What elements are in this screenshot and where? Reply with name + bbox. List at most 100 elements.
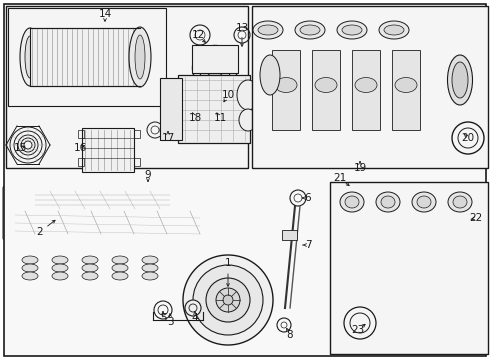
Bar [8,8,166,106]
Ellipse shape [452,62,468,98]
Ellipse shape [52,272,68,280]
FancyBboxPatch shape [3,186,22,240]
Ellipse shape [342,25,362,35]
FancyBboxPatch shape [328,214,488,317]
FancyBboxPatch shape [253,35,458,150]
Bar [78,158,84,166]
Ellipse shape [142,264,158,272]
Text: 11: 11 [213,113,227,123]
Bar [282,230,297,240]
Ellipse shape [112,264,128,272]
Polygon shape [30,165,205,190]
Text: 17: 17 [161,133,174,143]
Ellipse shape [135,35,145,79]
Ellipse shape [258,25,278,35]
Ellipse shape [253,21,283,39]
Ellipse shape [345,196,359,208]
Bar [272,50,300,130]
Text: 22: 22 [469,213,483,223]
Ellipse shape [417,196,431,208]
Circle shape [223,295,233,305]
Bar [352,50,380,130]
Polygon shape [10,210,215,235]
Bar [312,50,340,130]
Ellipse shape [22,256,38,264]
Ellipse shape [20,28,40,86]
Bar [134,158,140,166]
Polygon shape [5,255,185,285]
Ellipse shape [260,55,280,95]
Bar [178,75,250,143]
Ellipse shape [193,45,238,90]
Ellipse shape [206,59,224,77]
FancyBboxPatch shape [445,266,479,306]
Text: 13: 13 [235,23,248,33]
Bar [6,6,248,168]
Ellipse shape [52,264,68,272]
FancyBboxPatch shape [337,222,371,262]
Text: 10: 10 [221,90,235,100]
Text: 6: 6 [305,193,311,203]
Text: 18: 18 [188,113,201,123]
Text: 20: 20 [462,133,474,143]
Ellipse shape [448,192,472,212]
Ellipse shape [82,256,98,264]
Text: 16: 16 [74,143,87,153]
Ellipse shape [275,77,297,93]
Text: 1: 1 [225,258,231,268]
Bar [30,28,140,86]
Ellipse shape [52,256,68,264]
Ellipse shape [142,256,158,264]
Bar [252,6,488,168]
Ellipse shape [22,272,38,280]
FancyBboxPatch shape [373,266,407,306]
Ellipse shape [112,256,128,264]
Polygon shape [10,190,195,210]
Text: 4: 4 [192,313,198,323]
Bar [392,50,420,130]
Ellipse shape [239,109,257,131]
Ellipse shape [453,196,467,208]
Text: 12: 12 [192,30,205,40]
Circle shape [206,278,250,322]
Text: 3: 3 [167,317,173,327]
Ellipse shape [142,272,158,280]
Bar [192,45,238,73]
Ellipse shape [379,21,409,39]
FancyBboxPatch shape [373,222,407,262]
Bar [82,128,134,172]
Ellipse shape [25,36,35,78]
Ellipse shape [82,272,98,280]
Ellipse shape [376,192,400,212]
Ellipse shape [295,21,325,39]
Text: 21: 21 [333,173,346,183]
Ellipse shape [337,21,367,39]
Text: 2: 2 [37,227,43,237]
Text: 15: 15 [13,143,26,153]
Circle shape [183,255,273,345]
Ellipse shape [395,77,417,93]
Ellipse shape [355,77,377,93]
Ellipse shape [300,25,320,35]
Text: 8: 8 [287,330,294,340]
Ellipse shape [340,192,364,212]
Circle shape [216,288,240,312]
Ellipse shape [447,55,472,105]
Ellipse shape [82,264,98,272]
Text: 14: 14 [98,9,112,19]
Circle shape [193,265,263,335]
Bar [134,130,140,138]
Ellipse shape [237,80,259,110]
Text: 19: 19 [353,163,367,173]
Bar [160,78,182,140]
FancyBboxPatch shape [409,222,443,262]
Ellipse shape [315,77,337,93]
Ellipse shape [129,27,151,87]
Ellipse shape [381,196,395,208]
Polygon shape [175,165,225,210]
Ellipse shape [112,272,128,280]
Ellipse shape [384,25,404,35]
Circle shape [185,300,201,316]
FancyBboxPatch shape [409,266,443,306]
Bar [330,182,488,354]
